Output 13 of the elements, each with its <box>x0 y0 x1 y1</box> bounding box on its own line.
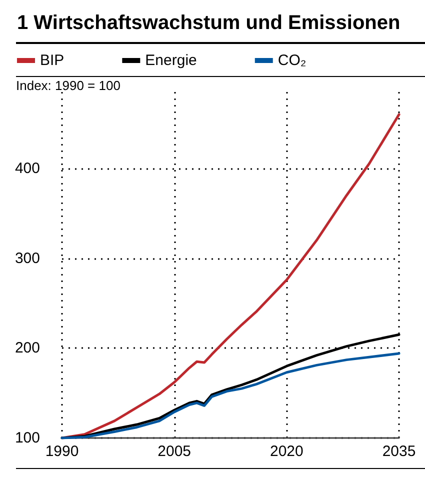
legend-label: BIP <box>40 52 64 69</box>
y-tick-label: 300 <box>14 250 40 267</box>
y-tick-label: 200 <box>14 340 40 357</box>
x-tick-label: 2020 <box>270 443 304 460</box>
chart-title: 1 Wirtschaftswachstum und Emissionen <box>17 12 400 34</box>
legend-label: CO₂ <box>278 52 306 69</box>
x-tick-label: 1990 <box>45 443 79 460</box>
y-tick-label: 100 <box>14 430 40 446</box>
x-tick-label: 2035 <box>382 443 416 460</box>
y-tick-label: 400 <box>14 160 40 177</box>
y-axis-title: Index: 1990 = 100 <box>16 78 120 93</box>
legend-label: Energie <box>145 52 197 69</box>
x-tick-label: 2005 <box>158 443 192 460</box>
